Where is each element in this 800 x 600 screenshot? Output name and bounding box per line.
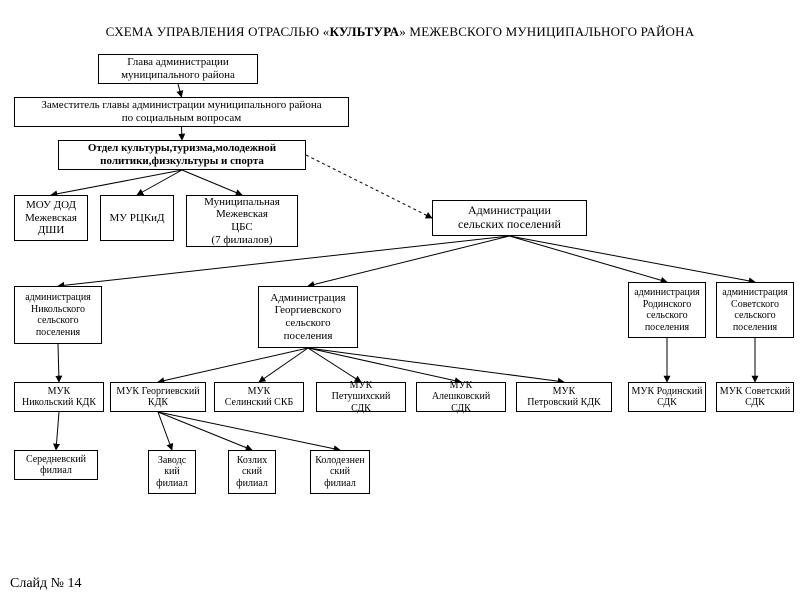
edge-dept-dshi bbox=[51, 170, 182, 195]
node-label: АдминистрацияГеоргиевскогосельскогопосел… bbox=[270, 292, 345, 343]
node-label: МУКАлешковскийСДК bbox=[432, 380, 490, 415]
node-label: администрацияСоветскогосельскогопоселени… bbox=[722, 287, 788, 333]
node-kolodez: Колодезненскийфилиал bbox=[310, 450, 370, 494]
edge-georg-muk_alesh bbox=[308, 348, 461, 382]
edge-georg-muk_selin bbox=[259, 348, 308, 382]
edge-muk_georg-kozlih bbox=[158, 412, 252, 450]
node-rckid: МУ РЦКиД bbox=[100, 195, 174, 241]
node-label: Заводскийфилиал bbox=[156, 455, 188, 490]
edge-rural-sovet bbox=[510, 236, 756, 282]
node-kozlih: Козлихскийфилиал bbox=[228, 450, 276, 494]
title-post: » МЕЖЕВСКОГО МУНИЦИПАЛЬНОГО РАЙОНА bbox=[399, 24, 694, 39]
node-muk_alesh: МУКАлешковскийСДК bbox=[416, 382, 506, 412]
node-sovet: администрацияСоветскогосельскогопоселени… bbox=[716, 282, 794, 338]
node-muk_rodin: МУК РодинскийСДК bbox=[628, 382, 706, 412]
edge-dept-rural bbox=[306, 155, 432, 218]
edge-dept-cbs bbox=[182, 170, 242, 195]
node-label: Середневскийфилиал bbox=[26, 454, 86, 477]
diagram-title: СХЕМА УПРАВЛЕНИЯ ОТРАСЛЬЮ «КУЛЬТУРА» МЕЖ… bbox=[0, 24, 800, 40]
node-label: администрацияНикольскогосельскогопоселен… bbox=[25, 292, 91, 338]
node-cbs: МуниципальнаяМежевскаяЦБС(7 филиалов) bbox=[186, 195, 298, 247]
node-muk_selin: МУКСелинский СКБ bbox=[214, 382, 304, 412]
node-label: МУКПетровский КДК bbox=[527, 386, 600, 409]
node-rural: Администрациисельских поселений bbox=[432, 200, 587, 236]
node-label: Глава администрациимуниципального района bbox=[121, 56, 235, 81]
node-muk_petrov: МУКПетровский КДК bbox=[516, 382, 612, 412]
node-seredn: Середневскийфилиал bbox=[14, 450, 98, 480]
node-label: администрацияРодинскогосельскогопоселени… bbox=[634, 287, 700, 333]
node-muk_georg: МУК ГеоргиевскийКДК bbox=[110, 382, 206, 412]
node-georg: АдминистрацияГеоргиевскогосельскогопосел… bbox=[258, 286, 358, 348]
edge-muk_nikol-seredn bbox=[56, 412, 59, 450]
edge-muk_georg-zavod bbox=[158, 412, 172, 450]
node-label: МуниципальнаяМежевскаяЦБС(7 филиалов) bbox=[204, 196, 280, 247]
edge-nikol-muk_nikol bbox=[58, 344, 59, 382]
node-zavod: Заводскийфилиал bbox=[148, 450, 196, 494]
node-muk_petush: МУКПетушихскийСДК bbox=[316, 382, 406, 412]
edge-muk_georg-kolodez bbox=[158, 412, 340, 450]
node-label: Администрациисельских поселений bbox=[458, 204, 561, 232]
node-label: МУК ГеоргиевскийКДК bbox=[116, 386, 199, 409]
edge-georg-muk_georg bbox=[158, 348, 308, 382]
node-label: МУ РЦКиД bbox=[109, 212, 164, 225]
edge-georg-muk_petrov bbox=[308, 348, 564, 382]
node-deputy: Заместитель главы администрации муниципа… bbox=[14, 97, 349, 127]
edge-rural-rodin bbox=[510, 236, 668, 282]
slide-number: Слайд № 14 bbox=[10, 576, 82, 592]
title-pre: СХЕМА УПРАВЛЕНИЯ ОТРАСЛЬЮ « bbox=[106, 24, 330, 39]
node-head: Глава администрациимуниципального района bbox=[98, 54, 258, 84]
node-label: Заместитель главы администрации муниципа… bbox=[41, 99, 321, 124]
node-nikol: администрацияНикольскогосельскогопоселен… bbox=[14, 286, 102, 344]
node-label: МУК СоветскийСДК bbox=[720, 386, 790, 409]
node-muk_nikol: МУКНикольский КДК bbox=[14, 382, 104, 412]
node-dept: Отдел культуры,туризма,молодежнойполитик… bbox=[58, 140, 306, 170]
node-label: МУКСелинский СКБ bbox=[225, 386, 294, 409]
node-label: Отдел культуры,туризма,молодежнойполитик… bbox=[88, 142, 276, 167]
node-label: Колодезненскийфилиал bbox=[315, 455, 364, 490]
node-muk_sovet: МУК СоветскийСДК bbox=[716, 382, 794, 412]
edge-rural-georg bbox=[308, 236, 510, 286]
edge-georg-muk_petush bbox=[308, 348, 361, 382]
node-label: МУКНикольский КДК bbox=[22, 386, 96, 409]
title-bold: КУЛЬТУРА bbox=[330, 24, 400, 39]
diagram-canvas: СХЕМА УПРАВЛЕНИЯ ОТРАСЛЬЮ «КУЛЬТУРА» МЕЖ… bbox=[0, 0, 800, 600]
edge-deputy-dept bbox=[182, 127, 183, 140]
node-rodin: администрацияРодинскогосельскогопоселени… bbox=[628, 282, 706, 338]
node-label: МОУ ДОДМежевскаяДШИ bbox=[25, 199, 77, 237]
node-label: МУК РодинскийСДК bbox=[632, 386, 703, 409]
node-dshi: МОУ ДОДМежевскаяДШИ bbox=[14, 195, 88, 241]
edge-head-deputy bbox=[178, 84, 182, 97]
node-label: Козлихскийфилиал bbox=[236, 455, 268, 490]
node-label: МУКПетушихскийСДК bbox=[332, 380, 391, 415]
edge-dept-rckid bbox=[137, 170, 182, 195]
